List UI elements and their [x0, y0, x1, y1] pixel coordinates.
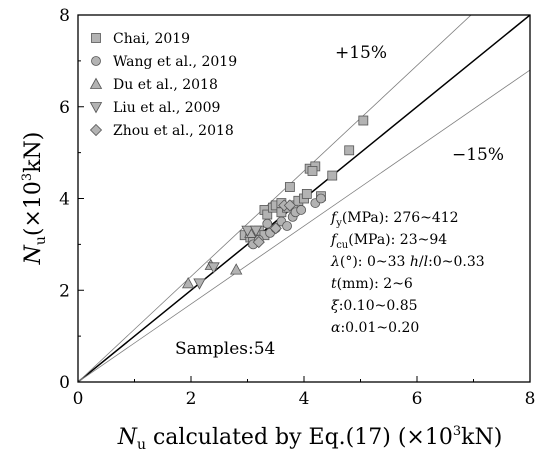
- data-point-circle: [316, 193, 326, 204]
- data-point-triangle-down: [249, 225, 263, 237]
- data-point-square: [301, 189, 312, 199]
- data-point-triangle-down: [207, 262, 220, 274]
- parameter-line: λ(°): 0~33 h/l:0~0.33: [330, 254, 485, 270]
- parameter-line: t(mm): 2~6: [331, 276, 413, 292]
- legend-label: Du et al., 2018: [113, 77, 218, 93]
- parameter-line: fy(MPa): 276~412: [330, 210, 459, 229]
- reference-line-plus-15: [78, 15, 472, 382]
- data-point-triangle-down: [241, 225, 254, 237]
- data-point-circle: [282, 221, 292, 231]
- data-point-square: [358, 115, 369, 126]
- data-point-diamond: [252, 236, 265, 249]
- y-tick-label: 2: [59, 281, 70, 301]
- data-point-triangle-down: [193, 278, 206, 290]
- legend-label: Liu et al., 2009: [113, 100, 220, 116]
- data-point-square: [284, 182, 295, 192]
- data-point-triangle-up: [230, 263, 243, 275]
- parameter-line: ξ:0.10~0.85: [331, 298, 418, 314]
- data-point-triangle-up: [181, 277, 195, 289]
- axis-ticks: 0 2 4 6 8 0 2 4 6 8: [59, 6, 535, 409]
- parameter-line: fcu(MPa): 23~94: [330, 232, 447, 251]
- y-tick-label: 0: [59, 373, 70, 393]
- data-point-square: [307, 166, 318, 176]
- data-point-diamond: [283, 199, 296, 212]
- x-tick-label: 6: [412, 389, 423, 409]
- y-axis-title: Nu(×103kN): [20, 132, 49, 266]
- legend-label: Chai, 2019: [113, 31, 190, 47]
- legend-label: Wang et al., 2019: [113, 54, 237, 70]
- data-point-square: [327, 170, 338, 181]
- parameter-list: fy(MPa): 276~412 fcu(MPa): 23~94 λ(°): 0~3…: [330, 210, 485, 336]
- data-point-square: [344, 145, 355, 156]
- y-tick-label: 6: [59, 98, 70, 118]
- x-tick-label: 8: [525, 389, 536, 409]
- legend-marker-triangle-up: [89, 77, 103, 89]
- data-point-circle: [262, 218, 273, 229]
- data-point-diamond: [269, 222, 282, 235]
- y-tick-label: 4: [59, 190, 70, 210]
- y-tick-label: 8: [59, 6, 70, 26]
- band-label-lower: −15%: [452, 145, 504, 165]
- x-tick-label: 2: [186, 389, 197, 409]
- legend-marker-triangle-down: [89, 102, 103, 114]
- data-point-circle: [296, 205, 307, 215]
- legend: Chai, 2019 Wang et al., 2019 Du et al., 20…: [89, 31, 237, 139]
- legend-marker-circle: [91, 56, 101, 66]
- parameter-line: α:0.01~0.20: [331, 320, 419, 336]
- legend-marker-diamond: [89, 123, 103, 137]
- band-label-upper: +15%: [335, 43, 387, 63]
- reference-line-minus-15: [78, 69, 530, 382]
- legend-marker-square: [91, 33, 101, 43]
- x-tick-label: 0: [73, 389, 84, 409]
- x-tick-label: 4: [299, 389, 310, 409]
- samples-label: Samples:54: [175, 339, 275, 359]
- legend-label: Zhou et al., 2018: [113, 123, 234, 139]
- data-points: [181, 115, 369, 290]
- x-axis-title: Nu calculated by Eq.(17) (×103kN): [117, 424, 503, 453]
